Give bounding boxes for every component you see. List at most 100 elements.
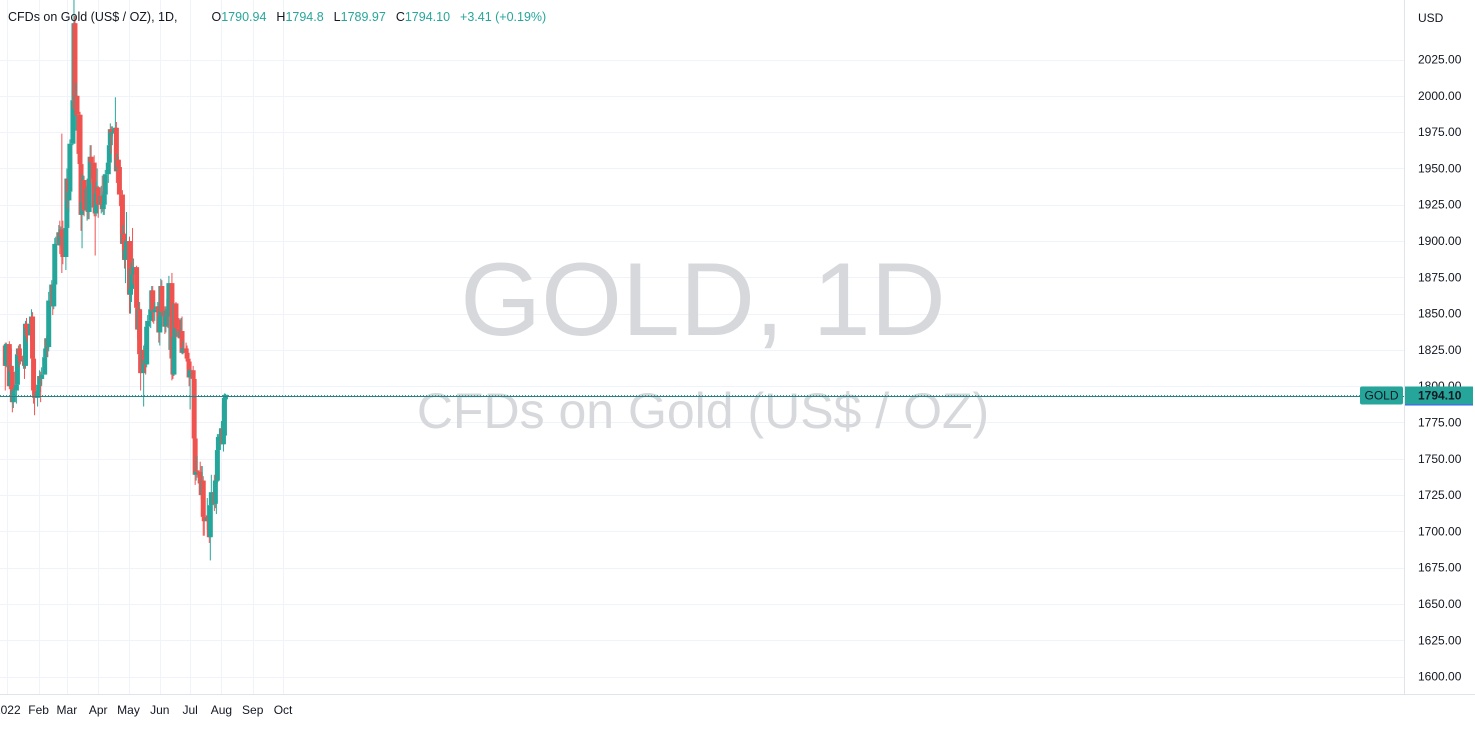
y-tick-label: 1700.00 [1418,524,1462,538]
candle-body [215,437,221,451]
y-tick-label: 1600.00 [1418,670,1462,684]
candle-body [128,288,134,295]
candle-body [208,492,214,506]
candle [173,301,179,339]
price-line [0,395,1404,397]
candle-body [119,194,125,244]
candle-body [52,243,58,285]
candle [150,286,156,323]
candle-body [123,241,129,250]
candle-body [13,384,19,391]
close-label: C [395,10,405,24]
candle-body [150,290,156,311]
candle [179,316,185,355]
candle-body [46,300,52,347]
candles [2,0,228,561]
candle-body [207,505,213,538]
candle-body [113,127,119,172]
candle-body [213,480,219,482]
candle-body [6,344,12,387]
candle [134,265,140,316]
candle-body [105,162,111,175]
candle-body [144,326,150,365]
open-value: 1790.94 [221,10,267,24]
candle-body [53,243,59,245]
close-value: 1794.10 [404,10,451,24]
candle [8,348,14,375]
x-tick-label: Sep [242,703,264,717]
candle-body [9,371,15,403]
candle-body [159,286,165,313]
candle-body [212,480,218,504]
watermark-description: CFDs on Gold (US$ / OZ) [417,383,989,439]
watermark: GOLD, 1D CFDs on Gold (US$ / OZ) [417,242,989,439]
candle-body [60,236,66,257]
candle-body [16,348,22,356]
candle-body [197,471,203,484]
candle [3,342,9,368]
candle-body [148,309,154,321]
candle-body [106,145,112,163]
candle-body [87,156,93,179]
candle-body [91,162,97,208]
y-tick-label: 1900.00 [1418,234,1462,248]
y-tick-label: 1750.00 [1418,452,1462,466]
candle [221,393,227,439]
candle [159,280,165,317]
last-price-label: 1794.10 [1418,389,1462,403]
candle-body [131,267,137,275]
candle [14,352,20,385]
candle-body [100,204,106,210]
currency-label: USD [1418,11,1444,25]
candle [157,313,163,346]
high-value: 1794.8 [285,10,324,24]
candle [144,325,150,368]
candle [138,344,144,391]
candle [116,162,122,207]
candle-body [192,438,198,475]
candle-body [221,397,227,436]
candle-body [43,348,49,358]
x-tick-label: Oct [274,703,293,717]
x-tick-label: Apr [89,703,108,717]
candle-body [23,323,29,329]
candle-body [109,132,115,134]
candle [194,455,200,478]
candle [32,387,38,416]
candle [95,185,101,218]
y-tick-label: 2025.00 [1418,53,1462,67]
candle [113,121,119,183]
y-tick-label: 1875.00 [1418,270,1462,284]
y-tick-label: 1625.00 [1418,633,1462,647]
candle-body [36,384,42,393]
candle [187,368,193,410]
candle [166,275,172,350]
candle [53,236,59,259]
candle-body [169,283,175,359]
candle [191,373,197,440]
candle-body [138,354,144,374]
y-tick-label: 1925.00 [1418,198,1462,212]
candle-body [63,227,69,257]
candle-body [184,352,190,359]
y-tick-label: 1675.00 [1418,561,1462,575]
candle-body [3,344,9,366]
candle-body [134,267,140,308]
candle [17,344,23,365]
high-label: H [276,10,286,24]
candle-body [25,328,30,336]
y-tick-label: 1825.00 [1418,343,1462,357]
candle-body [77,114,83,165]
candle [207,500,213,561]
last-price-tag [1405,386,1473,405]
candle-body [66,191,72,201]
candle-body [30,316,36,359]
candle-body [74,95,80,115]
candle [81,175,87,217]
candle [10,387,16,408]
change-value: +3.41 (+0.19%) [460,10,547,24]
candle-body [14,354,20,385]
candle [88,145,94,183]
